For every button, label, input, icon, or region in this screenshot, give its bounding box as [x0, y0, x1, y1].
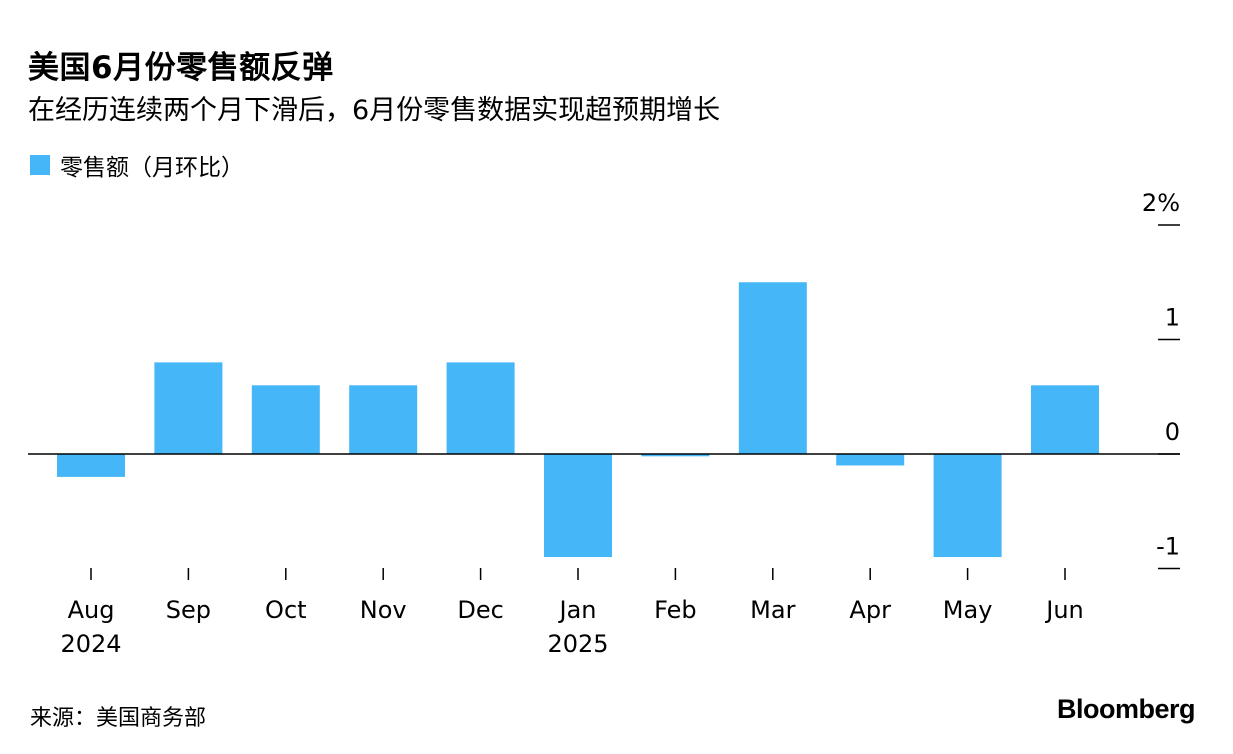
bar-apr [836, 454, 905, 466]
bar-jun [1031, 385, 1099, 454]
y-tick-label: 1 [1165, 304, 1180, 332]
x-year-label: 2025 [547, 630, 608, 658]
x-tick-label-feb: Feb [654, 596, 697, 624]
legend: 零售额（月环比） [30, 148, 244, 182]
legend-swatch [30, 155, 50, 175]
bar-may [933, 454, 1002, 558]
bar-nov [349, 385, 418, 454]
chart-title: 美国6月份零售额反弹 [28, 50, 334, 86]
x-tick-label-nov: Nov [360, 596, 407, 624]
x-tick-label-jan: Jan [558, 596, 597, 624]
bar-jan [544, 454, 612, 558]
bar-mar [738, 282, 807, 454]
y-tick-label: 0 [1165, 418, 1180, 446]
x-tick-label-apr: Apr [849, 596, 891, 624]
legend-label: 零售额（月环比） [60, 155, 244, 181]
bloomberg-logo: Bloomberg [1056, 694, 1196, 724]
source-note: 来源：美国商务部 [30, 706, 207, 731]
x-year-label: 2024 [60, 630, 121, 658]
x-tick-label-dec: Dec [457, 596, 503, 624]
x-tick-label-aug: Aug [68, 596, 115, 624]
bar-sep [154, 362, 223, 454]
bar-feb [641, 454, 710, 457]
x-tick-label-mar: Mar [750, 596, 795, 624]
y-tick-label: -1 [1156, 533, 1180, 561]
chart-subtitle: 在经历连续两个月下滑后，6月份零售数据实现超预期增长 [28, 95, 721, 126]
x-tick-label-sep: Sep [166, 596, 211, 624]
x-tick-label-jun: Jun [1044, 596, 1084, 624]
y-tick-label: 2% [1142, 189, 1180, 217]
bar-dec [446, 362, 515, 454]
bar-aug [57, 454, 125, 477]
x-tick-label-may: May [943, 596, 993, 624]
x-tick-label-oct: Oct [265, 596, 307, 624]
bar-oct [251, 385, 320, 454]
